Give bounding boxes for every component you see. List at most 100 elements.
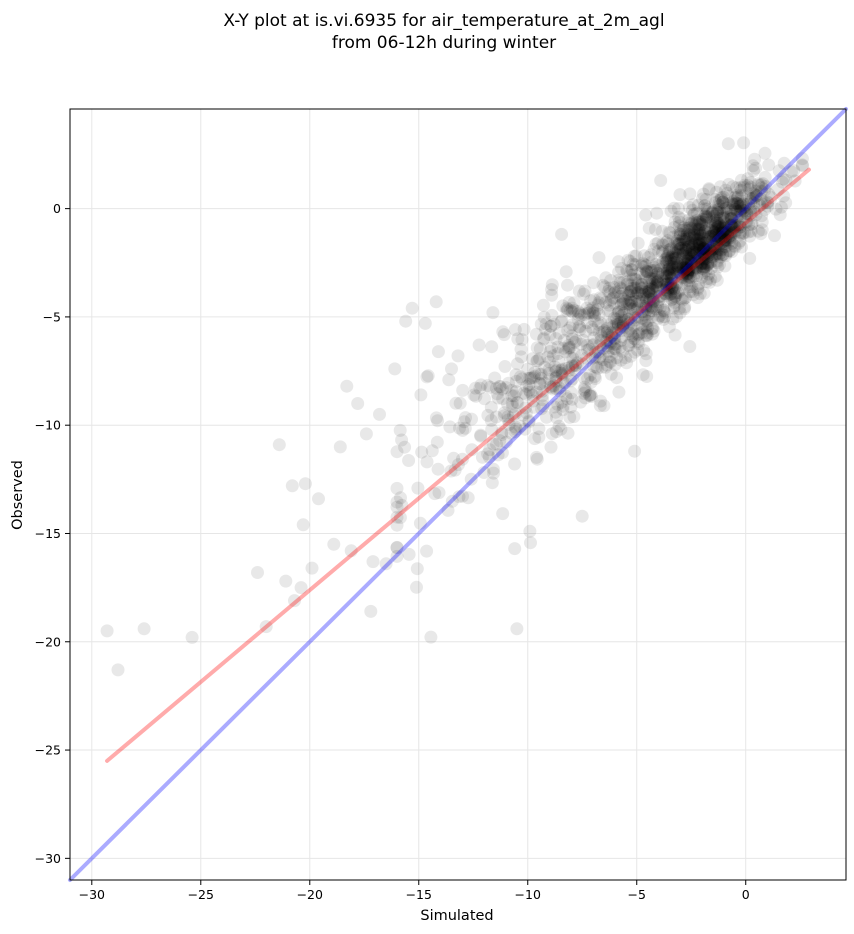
data-point xyxy=(708,216,722,230)
data-point xyxy=(645,322,659,336)
data-point xyxy=(664,254,678,268)
data-point xyxy=(596,278,610,292)
data-point xyxy=(709,224,723,238)
data-point xyxy=(414,388,428,402)
data-point xyxy=(405,301,419,315)
data-point xyxy=(744,224,758,238)
data-point xyxy=(725,225,739,239)
data-point xyxy=(613,321,627,335)
data-point xyxy=(705,206,719,220)
data-point xyxy=(642,284,656,298)
data-point xyxy=(719,249,733,262)
data-point xyxy=(675,233,689,247)
data-point xyxy=(533,342,547,356)
data-point xyxy=(486,462,500,476)
data-point xyxy=(671,286,685,300)
data-point xyxy=(643,293,657,307)
data-point xyxy=(613,281,627,295)
data-point xyxy=(612,385,626,399)
data-point xyxy=(685,257,698,271)
data-point xyxy=(720,204,734,218)
data-point xyxy=(514,370,527,384)
y-tick-label: −30 xyxy=(35,851,61,866)
data-point xyxy=(680,273,694,287)
data-point xyxy=(679,263,693,277)
data-point xyxy=(573,306,587,320)
data-point xyxy=(656,267,670,281)
data-point xyxy=(420,370,434,384)
data-point xyxy=(589,345,603,359)
data-point xyxy=(560,392,574,406)
data-point xyxy=(549,405,563,419)
data-point xyxy=(730,191,744,205)
data-point xyxy=(706,250,720,264)
data-point xyxy=(609,285,623,299)
data-point xyxy=(585,390,598,403)
data-point xyxy=(509,368,523,382)
data-point xyxy=(715,226,729,240)
data-point xyxy=(712,217,726,231)
data-point xyxy=(678,256,692,270)
data-point xyxy=(543,345,557,358)
data-point xyxy=(709,227,723,241)
data-point xyxy=(740,215,754,229)
data-point xyxy=(693,228,707,242)
data-point xyxy=(709,222,722,236)
data-point xyxy=(660,289,674,303)
data-point xyxy=(514,342,528,356)
data-point xyxy=(563,410,577,424)
data-point xyxy=(690,261,704,275)
data-point xyxy=(464,472,478,486)
data-point xyxy=(577,287,591,301)
data-point xyxy=(697,240,711,254)
data-point xyxy=(535,402,549,416)
data-point xyxy=(495,426,509,439)
data-point xyxy=(693,258,707,272)
data-point xyxy=(736,197,750,211)
data-point xyxy=(681,263,695,277)
data-point xyxy=(728,200,742,214)
data-point xyxy=(629,249,643,263)
data-point xyxy=(714,180,727,194)
data-point xyxy=(692,238,705,252)
data-point xyxy=(544,319,558,333)
data-point xyxy=(689,259,702,273)
data-point xyxy=(716,226,730,240)
data-point xyxy=(633,266,647,280)
data-point xyxy=(519,387,533,401)
data-point xyxy=(531,354,545,368)
data-point xyxy=(743,229,757,243)
data-point xyxy=(729,203,743,217)
data-point xyxy=(701,236,715,250)
data-point xyxy=(713,232,727,246)
data-point xyxy=(639,329,653,342)
data-point xyxy=(556,375,570,389)
data-point xyxy=(679,290,693,304)
data-point xyxy=(578,380,592,394)
data-point xyxy=(733,199,747,213)
data-point xyxy=(521,362,535,376)
data-point xyxy=(698,225,712,239)
data-point xyxy=(609,342,623,356)
data-point xyxy=(772,164,786,178)
data-point xyxy=(693,227,707,241)
data-point xyxy=(569,359,582,373)
data-point xyxy=(686,198,700,212)
data-point xyxy=(629,289,643,303)
data-point xyxy=(521,371,535,385)
data-point xyxy=(710,229,724,243)
data-point xyxy=(621,324,635,338)
data-point xyxy=(668,236,682,250)
data-point xyxy=(682,221,696,235)
data-point xyxy=(623,307,637,321)
data-point xyxy=(615,324,628,337)
data-point xyxy=(430,435,444,449)
data-point xyxy=(680,227,694,241)
data-point xyxy=(510,395,524,409)
data-point xyxy=(605,326,618,340)
data-point xyxy=(530,452,544,466)
data-point xyxy=(515,372,529,386)
data-point xyxy=(677,265,691,279)
data-point xyxy=(641,327,655,341)
data-point xyxy=(543,372,556,386)
